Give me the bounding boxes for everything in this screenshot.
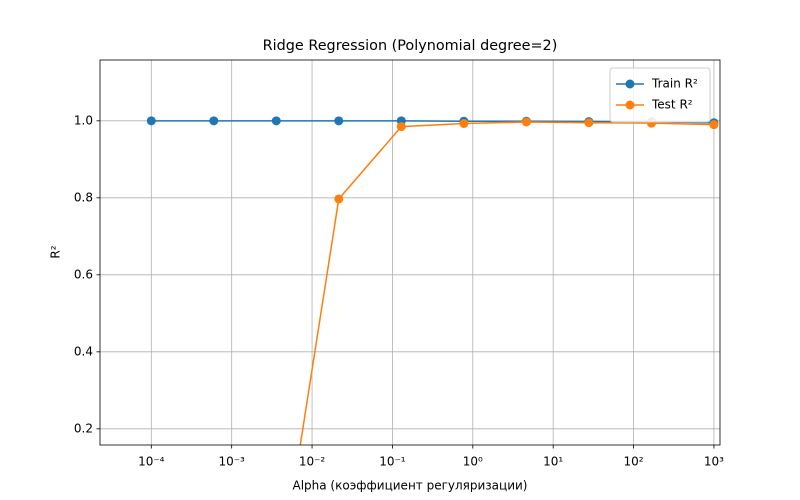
x-tick-label: 10³ (704, 455, 724, 469)
data-point (709, 120, 719, 130)
data-point (521, 117, 531, 127)
y-tick-label: 1.0 (74, 113, 93, 127)
legend-label: Train R² (651, 77, 698, 91)
data-point (334, 194, 344, 204)
data-point (459, 119, 469, 129)
legend-marker (625, 79, 635, 89)
x-tick-label: 10¹ (543, 455, 563, 469)
data-point (396, 122, 406, 132)
data-point (146, 116, 156, 126)
data-point (334, 116, 344, 126)
x-tick-label: 10⁻¹ (379, 455, 406, 469)
axes: 10⁻⁴ 10⁻³ 10⁻² 10⁻¹ 10⁰ 10¹ 10² 10³ 0.2 0.4 0.6 0.8… (74, 113, 724, 468)
x-tick-label: 10² (624, 455, 644, 469)
data-point (209, 116, 219, 126)
x-tick-label: 10⁰ (463, 455, 483, 469)
x-tick-label: 10⁻² (299, 455, 326, 469)
x-tick-label: 10⁻⁴ (138, 455, 165, 469)
y-tick-label: 0.6 (74, 267, 93, 281)
x-tick-label: 10⁻³ (218, 455, 245, 469)
legend-marker (625, 100, 635, 110)
y-tick-label: 0.4 (74, 344, 93, 358)
legend-label: Test R² (651, 98, 693, 112)
legend: Train R² Test R² (609, 67, 711, 123)
y-tick-label: 0.8 (74, 190, 93, 204)
x-axis-label: Alpha (коэффициент регуляризации) (292, 479, 527, 493)
legend-box (609, 67, 711, 123)
series-line (299, 121, 714, 445)
chart-title: Ridge Regression (Polynomial degree=2) (263, 38, 558, 54)
y-tick-label: 0.2 (74, 421, 93, 435)
data-point (584, 118, 594, 128)
y-axis-label: R² (49, 245, 63, 258)
axes-frame (99, 59, 721, 446)
plot-area (146, 116, 719, 445)
data-point (271, 116, 281, 126)
